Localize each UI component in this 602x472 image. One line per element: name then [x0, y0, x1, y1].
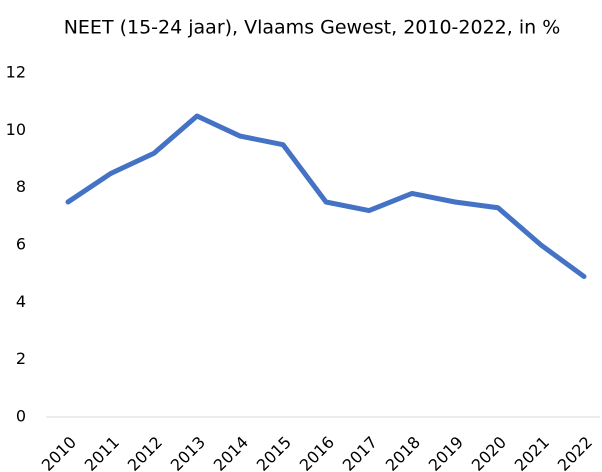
y-tick-label: 2: [16, 349, 26, 368]
y-tick-label: 12: [6, 63, 26, 82]
y-tick-label: 4: [16, 292, 26, 311]
y-tick-label: 8: [16, 177, 26, 196]
y-tick-label: 6: [16, 235, 26, 254]
line: [65, 113, 587, 280]
chart-title: NEET (15-24 jaar), Vlaams Gewest, 2010-2…: [64, 17, 561, 39]
y-tick-label: 10: [6, 120, 26, 139]
y-tick-label: 0: [16, 407, 26, 426]
